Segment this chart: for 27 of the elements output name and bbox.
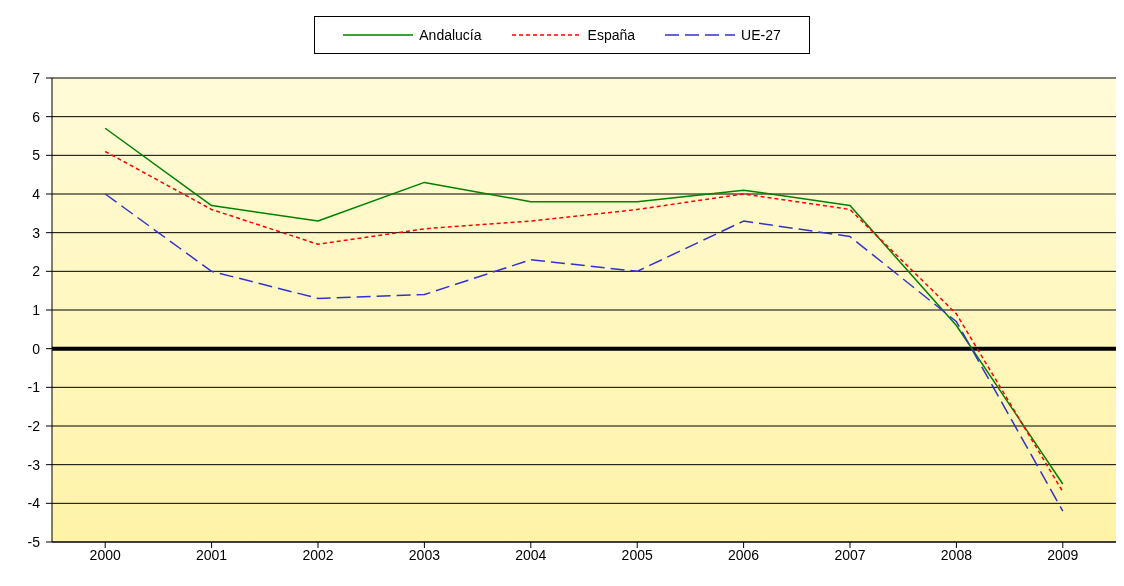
y-tick-label: 6 bbox=[32, 108, 41, 125]
x-tick-label: 2000 bbox=[89, 546, 121, 563]
y-tick-label: -3 bbox=[27, 456, 41, 473]
legend-label: Andalucía bbox=[419, 27, 482, 43]
line-series bbox=[104, 193, 1064, 512]
x-tick-label: 2001 bbox=[196, 546, 228, 563]
x-tick-label: 2002 bbox=[302, 546, 334, 563]
y-tick-label: -4 bbox=[27, 495, 41, 512]
x-tick-label: 2004 bbox=[515, 546, 547, 563]
x-tick-label: 2006 bbox=[728, 546, 760, 563]
y-tick-label: -2 bbox=[27, 417, 41, 434]
y-tick-label: 2 bbox=[32, 263, 41, 280]
y-tick-label: -1 bbox=[27, 379, 41, 396]
y-tick-label: 3 bbox=[32, 224, 41, 241]
y-tick-label: 4 bbox=[32, 185, 41, 202]
x-tick-label: 2005 bbox=[621, 546, 653, 563]
legend-label: España bbox=[587, 27, 636, 43]
y-tick-label: -5 bbox=[27, 533, 41, 550]
legend-label: UE-27 bbox=[741, 27, 781, 43]
y-tick-label: 7 bbox=[32, 69, 41, 86]
y-tick-label: 5 bbox=[32, 147, 41, 164]
y-tick-label: 1 bbox=[32, 301, 41, 318]
x-tick-label: 2007 bbox=[834, 546, 866, 563]
x-tick-label: 2003 bbox=[408, 546, 441, 563]
x-tick-label: 2008 bbox=[940, 546, 973, 563]
y-tick-label: 0 bbox=[32, 340, 41, 357]
x-tick-label: 2009 bbox=[1047, 546, 1079, 563]
